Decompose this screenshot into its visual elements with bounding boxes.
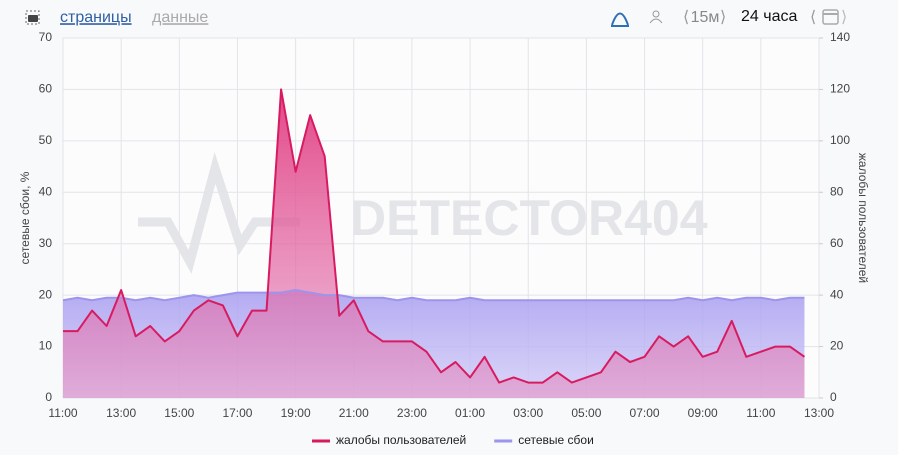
legend: жалобы пользователей сетевые сбои (312, 433, 594, 447)
watermark-logo (138, 152, 300, 275)
y-tick-label: 30 (39, 236, 53, 250)
y-tick-label: 40 (39, 184, 53, 198)
icon-frame (822, 9, 839, 25)
x-tick-label: 19:00 (281, 406, 311, 420)
x-tick-label: 15:00 (164, 406, 194, 420)
line (63, 88, 806, 384)
legend-label: жалобы пользователей (336, 433, 466, 447)
x-tick-label: 21:00 (339, 406, 369, 420)
x-tick-label: 03:00 (513, 406, 543, 420)
x-tick-label: 13:00 (804, 406, 834, 420)
tab-data[interactable]: данные (152, 9, 208, 26)
chart-mode-icon[interactable] (611, 12, 629, 27)
calendar-icon[interactable] (822, 9, 839, 25)
x-tick-label: 17:00 (222, 406, 252, 420)
icon-head (652, 10, 660, 18)
x-tick-label: 11:00 (746, 406, 775, 420)
marks (62, 37, 820, 399)
x-tick-label: 01:00 (455, 406, 485, 420)
y-axis-label: сетевые сбои, % (18, 171, 32, 264)
camera-icon[interactable] (25, 10, 40, 25)
range[interactable]: 24 часа (741, 8, 797, 25)
y2-tick-label: 120 (830, 82, 850, 96)
x-tick-label: 23:00 (397, 406, 427, 420)
line (62, 289, 805, 302)
x-tick-label: 05:00 (571, 406, 601, 420)
y-tick-label: 20 (39, 287, 53, 301)
y2-tick-label: 0 (830, 390, 837, 404)
prev-button[interactable]: ⟨ (810, 9, 816, 26)
x-tick-label: 07:00 (630, 406, 660, 420)
camera-frame (25, 10, 40, 25)
y2-tick-label: 20 (830, 339, 844, 353)
y2-tick-label: 60 (830, 236, 844, 250)
x-tick-label: 09:00 (688, 406, 718, 420)
icon-body (649, 18, 663, 24)
y-tick-label: 0 (45, 390, 52, 404)
next-button[interactable]: ⟩ (841, 9, 847, 26)
interval[interactable]: 15м (691, 9, 720, 26)
x-tick-label: 13:00 (106, 406, 136, 420)
user-icon[interactable] (649, 10, 663, 24)
y-tick-label: 50 (39, 133, 53, 147)
bracket-left[interactable]: ⟨ (683, 9, 689, 26)
legend-label: сетевые сбои (518, 433, 594, 447)
y2-tick-label: 80 (830, 184, 844, 198)
x-tick-label: 11:00 (48, 406, 77, 420)
y-tick-label: 10 (39, 339, 53, 353)
y2-tick-label: 40 (830, 287, 844, 301)
y2-tick-label: 140 (830, 30, 850, 44)
y-tick-label: 70 (39, 30, 53, 44)
icon-shape (611, 12, 629, 27)
y2-tick-label: 100 (830, 133, 850, 147)
y-tick-label: 60 (39, 82, 53, 96)
area (63, 89, 805, 398)
tab-pages[interactable]: страницы (60, 9, 132, 26)
camera-body (28, 15, 38, 22)
bracket-right[interactable]: ⟩ (720, 9, 726, 26)
watermark: DETECTOR404 (350, 190, 708, 246)
y2-axis-label: жалобы пользователей (856, 153, 870, 283)
